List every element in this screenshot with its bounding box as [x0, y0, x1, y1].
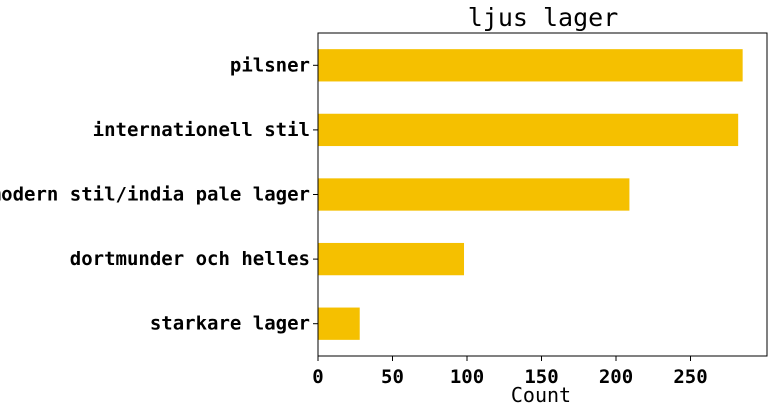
bar-modern-stil-india-pale-lager	[318, 178, 630, 211]
chart-title: ljus lager	[468, 3, 619, 32]
x-axis-label: Count	[511, 383, 571, 407]
bar-pilsner	[318, 49, 743, 82]
x-tick-label-50: 50	[381, 366, 404, 388]
x-tick-label-150: 150	[524, 366, 558, 388]
y-tick-label-internationell-stil: internationell stil	[93, 119, 310, 141]
x-tick-label-100: 100	[450, 366, 484, 388]
y-axis-ticks: pilsner internationell stil modern stil/in…	[0, 54, 318, 335]
x-tick-label-200: 200	[599, 366, 633, 388]
y-tick-label-modern-stil-india-pale-lager: modern stil/india pale lager	[0, 184, 310, 206]
y-tick-label-pilsner: pilsner	[230, 54, 310, 76]
bar-dortmunder-och-helles	[318, 242, 465, 276]
x-tick-label-250: 250	[673, 366, 707, 388]
x-axis-ticks: 0 50 100 150 200 250	[312, 356, 708, 388]
bar-internationell-stil	[318, 113, 739, 147]
bars-group	[318, 49, 743, 340]
plot-frame	[317, 32, 768, 357]
bar-starkare-lager	[318, 307, 360, 340]
x-tick-label-0: 0	[312, 366, 323, 388]
y-tick-label-dortmunder-och-helles: dortmunder och helles	[70, 248, 310, 270]
y-tick-label-starkare-lager: starkare lager	[150, 313, 310, 335]
